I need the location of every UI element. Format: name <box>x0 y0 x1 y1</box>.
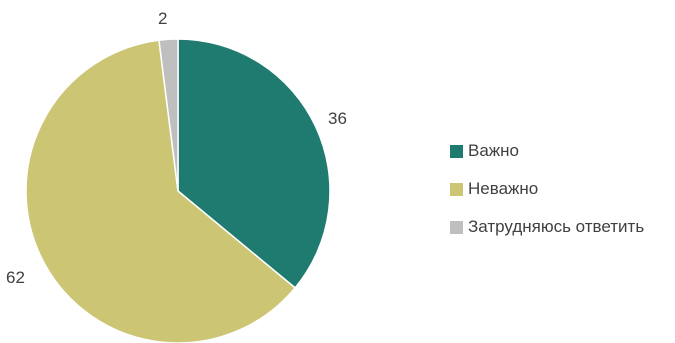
data-label-1: 62 <box>6 268 25 287</box>
legend-swatch-1 <box>450 182 463 196</box>
legend-label-1: Неважно <box>468 179 539 198</box>
legend-label-0: Важно <box>468 141 520 160</box>
legend-swatch-0 <box>450 144 463 158</box>
legend-item-0: Важно <box>450 141 644 161</box>
data-label-0: 36 <box>328 109 347 128</box>
pie-slice-0 <box>177 38 331 289</box>
legend-swatch-2 <box>450 220 463 234</box>
pie-slice-2 <box>158 38 179 192</box>
chart-legend: Важно Неважно Затрудняюсь ответить <box>450 141 644 255</box>
pie-slice-1 <box>25 39 297 343</box>
legend-item-2: Затрудняюсь ответить <box>450 217 644 237</box>
legend-label-2: Затрудняюсь ответить <box>468 217 645 236</box>
legend-item-1: Неважно <box>450 179 644 199</box>
data-label-2: 2 <box>158 9 167 28</box>
